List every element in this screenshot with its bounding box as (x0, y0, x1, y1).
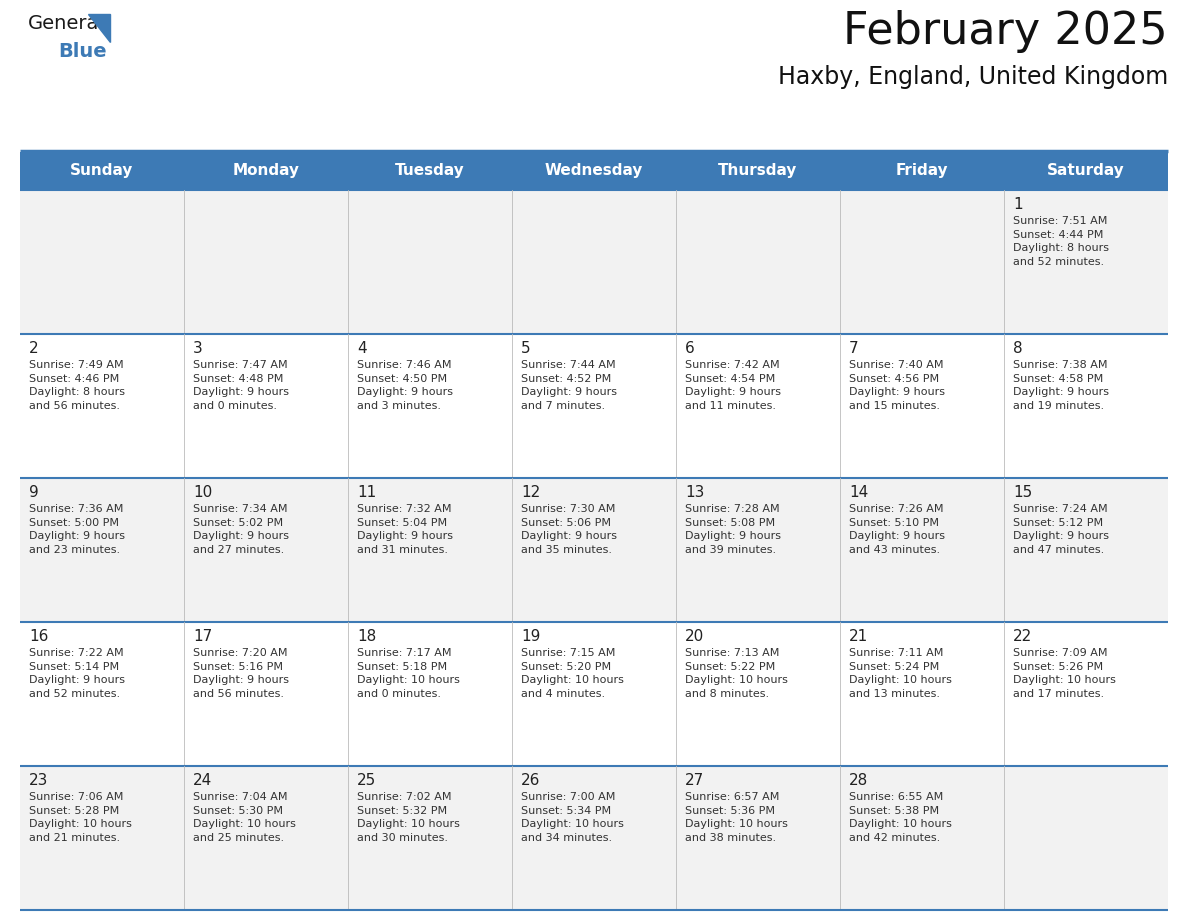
Text: 16: 16 (29, 629, 49, 644)
Text: Sunrise: 7:47 AM
Sunset: 4:48 PM
Daylight: 9 hours
and 0 minutes.: Sunrise: 7:47 AM Sunset: 4:48 PM Dayligh… (192, 360, 289, 410)
Text: Tuesday: Tuesday (396, 163, 465, 178)
Text: 9: 9 (29, 485, 39, 500)
Text: Sunrise: 7:51 AM
Sunset: 4:44 PM
Daylight: 8 hours
and 52 minutes.: Sunrise: 7:51 AM Sunset: 4:44 PM Dayligh… (1013, 216, 1110, 267)
Bar (20, 152, 1168, 190)
Text: Sunrise: 7:36 AM
Sunset: 5:00 PM
Daylight: 9 hours
and 23 minutes.: Sunrise: 7:36 AM Sunset: 5:00 PM Dayligh… (29, 504, 125, 554)
Text: Sunrise: 7:02 AM
Sunset: 5:32 PM
Daylight: 10 hours
and 30 minutes.: Sunrise: 7:02 AM Sunset: 5:32 PM Dayligh… (358, 792, 460, 843)
Text: 8: 8 (1013, 341, 1023, 356)
Text: 25: 25 (358, 773, 377, 788)
Text: 3: 3 (192, 341, 203, 356)
Text: 11: 11 (358, 485, 377, 500)
Text: Sunrise: 7:22 AM
Sunset: 5:14 PM
Daylight: 9 hours
and 52 minutes.: Sunrise: 7:22 AM Sunset: 5:14 PM Dayligh… (29, 648, 125, 699)
Text: 17: 17 (192, 629, 213, 644)
Text: 20: 20 (685, 629, 704, 644)
Text: Sunrise: 6:55 AM
Sunset: 5:38 PM
Daylight: 10 hours
and 42 minutes.: Sunrise: 6:55 AM Sunset: 5:38 PM Dayligh… (849, 792, 952, 843)
Text: Sunrise: 7:28 AM
Sunset: 5:08 PM
Daylight: 9 hours
and 39 minutes.: Sunrise: 7:28 AM Sunset: 5:08 PM Dayligh… (685, 504, 781, 554)
Text: 21: 21 (849, 629, 868, 644)
Text: Wednesday: Wednesday (545, 163, 643, 178)
Text: Sunrise: 7:24 AM
Sunset: 5:12 PM
Daylight: 9 hours
and 47 minutes.: Sunrise: 7:24 AM Sunset: 5:12 PM Dayligh… (1013, 504, 1110, 554)
Text: Sunrise: 7:34 AM
Sunset: 5:02 PM
Daylight: 9 hours
and 27 minutes.: Sunrise: 7:34 AM Sunset: 5:02 PM Dayligh… (192, 504, 289, 554)
Text: 7: 7 (849, 341, 859, 356)
Text: 22: 22 (1013, 629, 1032, 644)
Text: Monday: Monday (233, 163, 299, 178)
Text: Sunrise: 7:09 AM
Sunset: 5:26 PM
Daylight: 10 hours
and 17 minutes.: Sunrise: 7:09 AM Sunset: 5:26 PM Dayligh… (1013, 648, 1116, 699)
Bar (20, 190, 1168, 334)
Text: 23: 23 (29, 773, 49, 788)
Text: 1: 1 (1013, 197, 1023, 212)
Text: Sunrise: 7:40 AM
Sunset: 4:56 PM
Daylight: 9 hours
and 15 minutes.: Sunrise: 7:40 AM Sunset: 4:56 PM Dayligh… (849, 360, 944, 410)
Text: Saturday: Saturday (1047, 163, 1125, 178)
Text: Sunday: Sunday (70, 163, 134, 178)
Polygon shape (88, 14, 110, 42)
Text: Sunrise: 7:38 AM
Sunset: 4:58 PM
Daylight: 9 hours
and 19 minutes.: Sunrise: 7:38 AM Sunset: 4:58 PM Dayligh… (1013, 360, 1110, 410)
Text: 14: 14 (849, 485, 868, 500)
Text: February 2025: February 2025 (843, 10, 1168, 53)
Text: Sunrise: 7:04 AM
Sunset: 5:30 PM
Daylight: 10 hours
and 25 minutes.: Sunrise: 7:04 AM Sunset: 5:30 PM Dayligh… (192, 792, 296, 843)
Bar (20, 766, 1168, 910)
Text: 10: 10 (192, 485, 213, 500)
Text: 12: 12 (522, 485, 541, 500)
Text: Sunrise: 7:17 AM
Sunset: 5:18 PM
Daylight: 10 hours
and 0 minutes.: Sunrise: 7:17 AM Sunset: 5:18 PM Dayligh… (358, 648, 460, 699)
Text: 27: 27 (685, 773, 704, 788)
Text: 15: 15 (1013, 485, 1032, 500)
Text: Sunrise: 7:42 AM
Sunset: 4:54 PM
Daylight: 9 hours
and 11 minutes.: Sunrise: 7:42 AM Sunset: 4:54 PM Dayligh… (685, 360, 781, 410)
Text: Sunrise: 7:30 AM
Sunset: 5:06 PM
Daylight: 9 hours
and 35 minutes.: Sunrise: 7:30 AM Sunset: 5:06 PM Dayligh… (522, 504, 617, 554)
Text: Sunrise: 6:57 AM
Sunset: 5:36 PM
Daylight: 10 hours
and 38 minutes.: Sunrise: 6:57 AM Sunset: 5:36 PM Dayligh… (685, 792, 788, 843)
Text: Thursday: Thursday (719, 163, 797, 178)
Text: 24: 24 (192, 773, 213, 788)
Text: Sunrise: 7:26 AM
Sunset: 5:10 PM
Daylight: 9 hours
and 43 minutes.: Sunrise: 7:26 AM Sunset: 5:10 PM Dayligh… (849, 504, 944, 554)
Text: Sunrise: 7:00 AM
Sunset: 5:34 PM
Daylight: 10 hours
and 34 minutes.: Sunrise: 7:00 AM Sunset: 5:34 PM Dayligh… (522, 792, 624, 843)
Text: 4: 4 (358, 341, 367, 356)
Text: Sunrise: 7:15 AM
Sunset: 5:20 PM
Daylight: 10 hours
and 4 minutes.: Sunrise: 7:15 AM Sunset: 5:20 PM Dayligh… (522, 648, 624, 699)
Text: 18: 18 (358, 629, 377, 644)
Text: Sunrise: 7:11 AM
Sunset: 5:24 PM
Daylight: 10 hours
and 13 minutes.: Sunrise: 7:11 AM Sunset: 5:24 PM Dayligh… (849, 648, 952, 699)
Bar (20, 334, 1168, 478)
Text: 26: 26 (522, 773, 541, 788)
Text: Sunrise: 7:20 AM
Sunset: 5:16 PM
Daylight: 9 hours
and 56 minutes.: Sunrise: 7:20 AM Sunset: 5:16 PM Dayligh… (192, 648, 289, 699)
Text: Sunrise: 7:06 AM
Sunset: 5:28 PM
Daylight: 10 hours
and 21 minutes.: Sunrise: 7:06 AM Sunset: 5:28 PM Dayligh… (29, 792, 132, 843)
Text: Sunrise: 7:32 AM
Sunset: 5:04 PM
Daylight: 9 hours
and 31 minutes.: Sunrise: 7:32 AM Sunset: 5:04 PM Dayligh… (358, 504, 453, 554)
Bar (20, 478, 1168, 622)
Text: Blue: Blue (58, 42, 107, 61)
Text: 19: 19 (522, 629, 541, 644)
Text: 6: 6 (685, 341, 695, 356)
Text: General: General (29, 14, 105, 33)
Text: Sunrise: 7:44 AM
Sunset: 4:52 PM
Daylight: 9 hours
and 7 minutes.: Sunrise: 7:44 AM Sunset: 4:52 PM Dayligh… (522, 360, 617, 410)
Text: Sunrise: 7:13 AM
Sunset: 5:22 PM
Daylight: 10 hours
and 8 minutes.: Sunrise: 7:13 AM Sunset: 5:22 PM Dayligh… (685, 648, 788, 699)
Text: 13: 13 (685, 485, 704, 500)
Text: Friday: Friday (896, 163, 948, 178)
Bar (20, 622, 1168, 766)
Text: Sunrise: 7:49 AM
Sunset: 4:46 PM
Daylight: 8 hours
and 56 minutes.: Sunrise: 7:49 AM Sunset: 4:46 PM Dayligh… (29, 360, 125, 410)
Text: 28: 28 (849, 773, 868, 788)
Text: 2: 2 (29, 341, 39, 356)
Text: Haxby, England, United Kingdom: Haxby, England, United Kingdom (778, 65, 1168, 89)
Text: 5: 5 (522, 341, 531, 356)
Text: Sunrise: 7:46 AM
Sunset: 4:50 PM
Daylight: 9 hours
and 3 minutes.: Sunrise: 7:46 AM Sunset: 4:50 PM Dayligh… (358, 360, 453, 410)
